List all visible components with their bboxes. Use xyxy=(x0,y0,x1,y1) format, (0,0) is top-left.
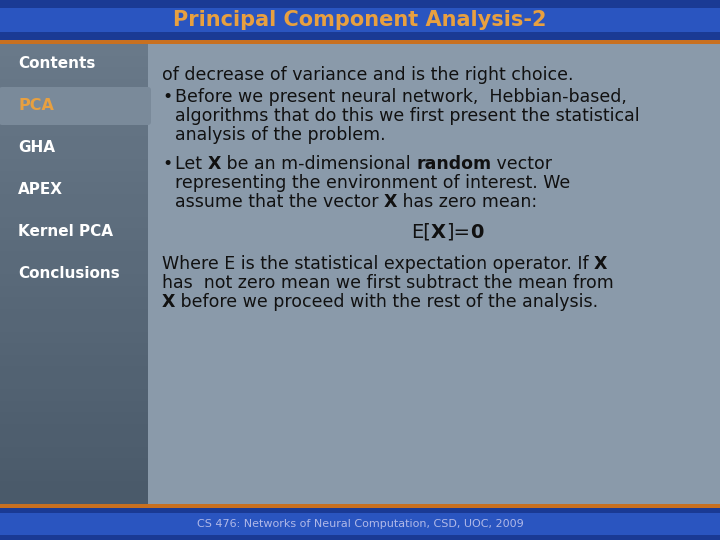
Bar xyxy=(0,192,148,205)
Bar xyxy=(0,66,148,78)
Text: algorithms that do this we first present the statistical: algorithms that do this we first present… xyxy=(175,107,639,125)
Text: X: X xyxy=(207,155,221,173)
Text: of decrease of variance and is the right choice.: of decrease of variance and is the right… xyxy=(162,66,574,84)
Text: before we proceed with the rest of the analysis.: before we proceed with the rest of the a… xyxy=(176,293,598,311)
Bar xyxy=(0,457,148,469)
Bar xyxy=(0,239,148,251)
Bar xyxy=(0,365,148,377)
Bar xyxy=(0,508,720,540)
Bar xyxy=(0,491,148,504)
Bar xyxy=(0,100,148,113)
Bar xyxy=(0,400,148,412)
Text: PCA: PCA xyxy=(18,98,54,113)
Text: •: • xyxy=(162,88,172,106)
Text: representing the environment of interest. We: representing the environment of interest… xyxy=(175,174,570,192)
Text: X: X xyxy=(384,193,397,211)
Bar xyxy=(0,250,148,262)
Bar xyxy=(0,273,148,286)
Bar xyxy=(0,342,148,354)
Bar xyxy=(0,285,148,297)
Bar xyxy=(0,307,148,320)
Text: assume that the vector: assume that the vector xyxy=(175,193,384,211)
Bar xyxy=(0,504,720,508)
Text: E[: E[ xyxy=(411,223,431,242)
Bar xyxy=(0,388,148,401)
Bar xyxy=(0,227,148,240)
Text: Where E is the statistical expectation operator. If: Where E is the statistical expectation o… xyxy=(162,255,594,273)
Bar xyxy=(0,0,720,40)
Bar xyxy=(0,411,148,423)
Bar xyxy=(0,112,148,125)
Text: Before we present neural network,  Hebbian-based,: Before we present neural network, Hebbia… xyxy=(175,88,627,106)
Bar xyxy=(0,135,148,147)
Bar xyxy=(0,78,148,90)
Bar xyxy=(0,44,720,504)
Bar xyxy=(0,434,148,447)
Bar xyxy=(0,158,148,171)
Bar xyxy=(0,422,148,435)
Text: has  not zero mean we first subtract the mean from: has not zero mean we first subtract the … xyxy=(162,274,613,292)
Bar xyxy=(0,8,720,32)
Bar xyxy=(0,296,148,308)
Text: ]=: ]= xyxy=(446,223,469,242)
Bar xyxy=(0,89,148,102)
Bar xyxy=(0,43,148,56)
Text: Contents: Contents xyxy=(18,57,95,71)
FancyBboxPatch shape xyxy=(0,87,151,125)
Text: Conclusions: Conclusions xyxy=(18,267,120,281)
Bar xyxy=(0,124,148,136)
Bar xyxy=(0,480,148,492)
Text: GHA: GHA xyxy=(18,140,55,156)
Text: X: X xyxy=(431,223,446,242)
Bar xyxy=(0,55,148,67)
Bar xyxy=(0,40,720,44)
Bar xyxy=(0,181,148,193)
Text: •: • xyxy=(162,155,172,173)
Text: 0: 0 xyxy=(469,223,483,242)
Bar xyxy=(0,354,148,366)
Bar xyxy=(0,215,148,228)
Bar xyxy=(0,376,148,389)
Bar xyxy=(0,446,148,458)
Bar xyxy=(0,261,148,274)
Bar xyxy=(0,330,148,343)
Bar xyxy=(0,469,148,481)
Bar xyxy=(0,204,148,217)
Text: CS 476: Networks of Neural Computation, CSD, UOC, 2009: CS 476: Networks of Neural Computation, … xyxy=(197,519,523,529)
Text: Let: Let xyxy=(175,155,207,173)
Text: vector: vector xyxy=(491,155,552,173)
Text: analysis of the problem.: analysis of the problem. xyxy=(175,126,386,144)
Text: APEX: APEX xyxy=(18,183,63,198)
Bar xyxy=(0,513,720,535)
Text: random: random xyxy=(416,155,491,173)
Bar xyxy=(0,170,148,182)
Text: Kernel PCA: Kernel PCA xyxy=(18,225,113,240)
Text: X: X xyxy=(162,293,176,311)
Text: Principal Component Analysis-2: Principal Component Analysis-2 xyxy=(174,10,546,30)
Bar xyxy=(0,319,148,332)
Text: has zero mean:: has zero mean: xyxy=(397,193,538,211)
Text: be an m-dimensional: be an m-dimensional xyxy=(221,155,416,173)
Bar xyxy=(0,146,148,159)
Text: X: X xyxy=(594,255,608,273)
